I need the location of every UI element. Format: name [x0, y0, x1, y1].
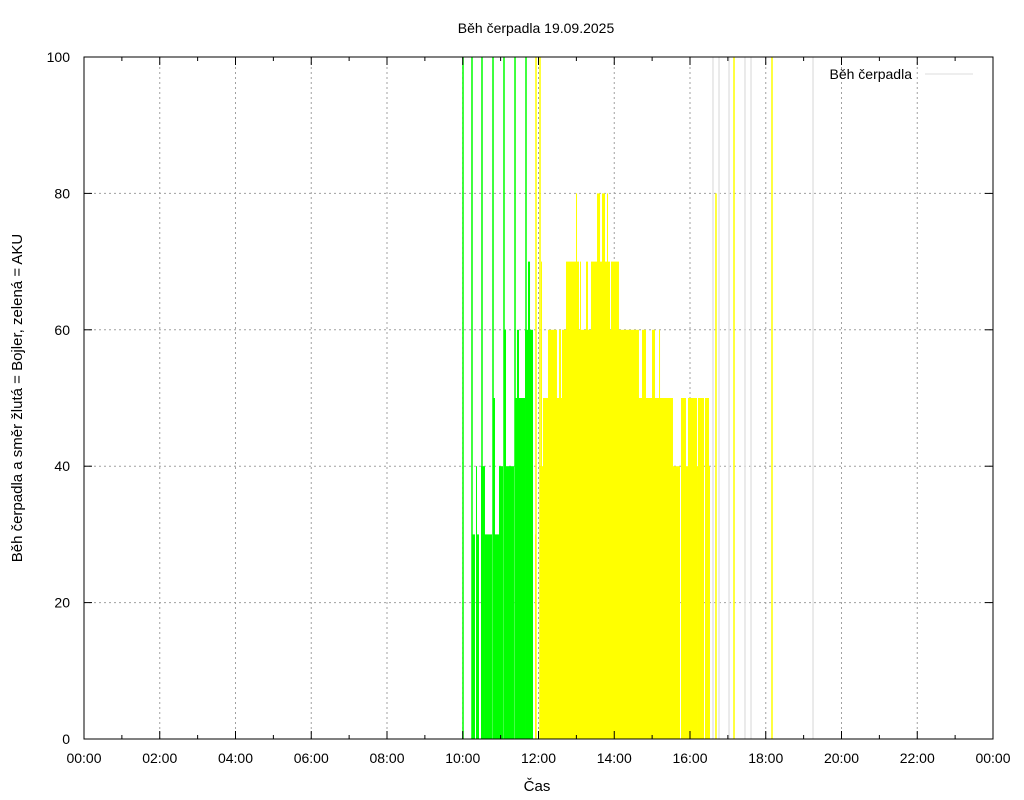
y-tick-label: 0: [62, 731, 70, 747]
bar: [659, 329, 661, 739]
y-tick-label: 80: [54, 185, 70, 201]
bar: [607, 193, 609, 739]
bar: [697, 466, 699, 739]
data-marks: [462, 57, 814, 739]
x-tick-label: 10:00: [445, 750, 480, 766]
bar: [528, 261, 531, 739]
bar: [493, 534, 499, 739]
y-tick-label: 60: [54, 322, 70, 338]
legend-label: Běh čerpadla: [829, 66, 912, 82]
axis-ticks: 0 20 40 60 80 100 00:00 02:00 04:00 06:00 08:00 10:…: [47, 49, 1011, 766]
x-tick-label: 20:00: [824, 750, 859, 766]
x-tick-label: 00:00: [66, 750, 101, 766]
x-tick-label: 18:00: [748, 750, 783, 766]
bar: [697, 398, 705, 739]
bar: [704, 398, 710, 739]
bar: [580, 261, 582, 739]
bar: [498, 466, 504, 739]
series-aku: [462, 57, 534, 739]
x-tick-label: 14:00: [597, 750, 632, 766]
bar: [540, 261, 542, 739]
bar: [535, 534, 537, 739]
chart-title: Běh čerpadla 19.09.2025: [458, 20, 615, 36]
bar: [471, 534, 475, 739]
bar: [652, 329, 656, 739]
bar: [548, 329, 557, 739]
x-tick-label: 16:00: [672, 750, 707, 766]
x-tick-label: 06:00: [294, 750, 329, 766]
series-bojler: [535, 57, 773, 739]
bar: [672, 466, 681, 739]
bar: [515, 398, 526, 739]
x-tick-label: 02:00: [142, 750, 177, 766]
bar: [516, 329, 519, 739]
x-tick-label: 00:00: [975, 750, 1010, 766]
bar: [575, 193, 578, 739]
y-tick-label: 40: [54, 458, 70, 474]
series-běh-čerpadla: [712, 57, 814, 739]
x-tick-label: 08:00: [369, 750, 404, 766]
bar: [476, 466, 478, 739]
bar: [709, 466, 711, 739]
y-tick-label: 20: [54, 595, 70, 611]
bar: [597, 193, 601, 739]
bar: [610, 261, 619, 739]
bar: [540, 466, 546, 739]
bar: [506, 466, 514, 739]
bar: [585, 261, 589, 739]
x-axis-label: Čas: [524, 778, 551, 795]
x-tick-label: 12:00: [521, 750, 556, 766]
x-tick-label: 22:00: [900, 750, 935, 766]
bar: [481, 466, 485, 739]
bar: [484, 534, 492, 739]
bar: [493, 398, 495, 739]
y-axis-label: Běh čerpadla a směr žlutá = Bojler, zele…: [9, 234, 26, 563]
bar: [503, 329, 507, 739]
bar: [476, 534, 479, 739]
bar: [590, 261, 611, 739]
legend: Běh čerpadla: [829, 66, 973, 82]
x-tick-label: 04:00: [218, 750, 253, 766]
bar: [685, 466, 688, 739]
bar: [558, 329, 561, 739]
bar: [680, 398, 686, 739]
bar: [642, 329, 646, 739]
bar: [602, 193, 606, 739]
grid: [84, 57, 993, 739]
y-tick-label: 100: [47, 49, 71, 65]
bar: [565, 261, 579, 739]
bar: [543, 398, 546, 739]
bar: [687, 398, 698, 739]
